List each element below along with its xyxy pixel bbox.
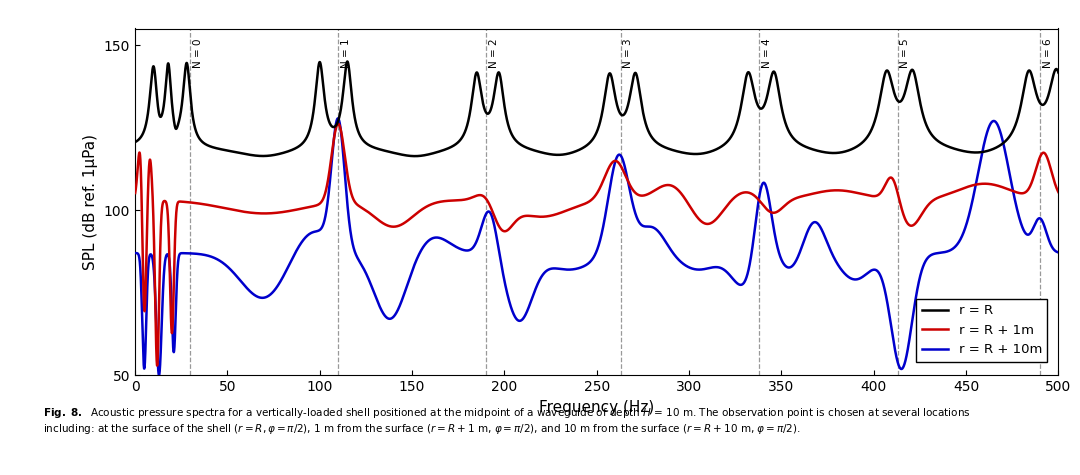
Text: N = 5: N = 5 bbox=[901, 38, 910, 68]
X-axis label: Frequency (Hz): Frequency (Hz) bbox=[539, 399, 654, 415]
Text: $\mathbf{Fig.\ 8.}$  Acoustic pressure spectra for a vertically-loaded shell pos: $\mathbf{Fig.\ 8.}$ Acoustic pressure sp… bbox=[43, 406, 971, 436]
Text: N = 4: N = 4 bbox=[762, 38, 772, 68]
Text: N = 0: N = 0 bbox=[193, 38, 203, 68]
Text: N = 2: N = 2 bbox=[488, 38, 499, 68]
Text: N = 1: N = 1 bbox=[341, 38, 351, 68]
Text: N = 6: N = 6 bbox=[1042, 38, 1053, 68]
Legend: r = R, r = R + 1m, r = R + 10m: r = R, r = R + 1m, r = R + 10m bbox=[916, 299, 1048, 362]
Y-axis label: SPL (dB ref. 1μPa): SPL (dB ref. 1μPa) bbox=[83, 134, 98, 270]
Text: N = 3: N = 3 bbox=[623, 38, 634, 68]
